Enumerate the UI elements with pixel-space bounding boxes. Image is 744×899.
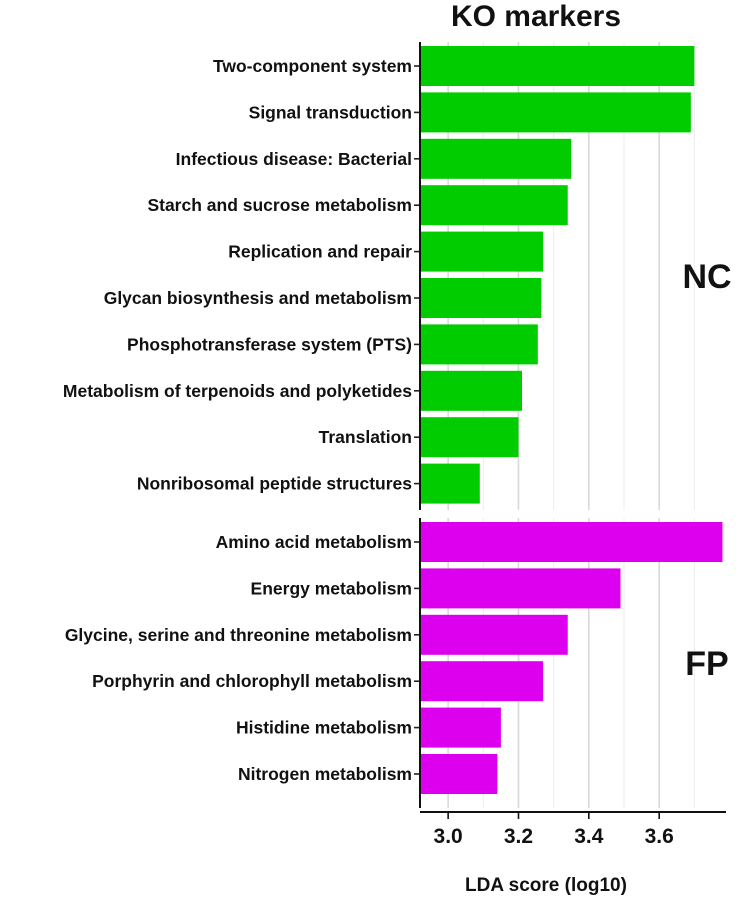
category-labels: Two-component system Signal transduction I… — [63, 56, 412, 784]
bar — [421, 754, 498, 794]
axes: 3.0 3.2 3.4 3.6 — [414, 42, 726, 848]
bar — [421, 324, 538, 365]
bar — [421, 370, 522, 411]
category-label: Two-component system — [213, 56, 412, 76]
group-labels: NC FP — [682, 258, 731, 683]
x-tick-label: 3.2 — [504, 825, 533, 848]
x-tick-label: 3.6 — [645, 825, 674, 848]
category-label: Glycine, serine and threonine metabolism — [65, 625, 412, 645]
bar — [421, 661, 544, 702]
x-tick-label: 3.4 — [574, 825, 604, 848]
category-label: Starch and sucrose metabolism — [147, 195, 412, 215]
bar — [421, 568, 621, 609]
category-label: Porphyrin and chlorophyll metabolism — [92, 671, 412, 691]
x-tick-label: 3.0 — [434, 825, 463, 848]
bar — [421, 522, 723, 562]
bar — [421, 614, 568, 655]
bar — [421, 138, 572, 179]
category-label: Translation — [319, 427, 412, 447]
category-label: Phosphotransferase system (PTS) — [127, 334, 412, 354]
category-label: Nitrogen metabolism — [238, 764, 412, 784]
bar — [421, 278, 542, 318]
bar — [421, 707, 501, 748]
bar — [421, 417, 519, 458]
chart-title: KO markers — [451, 0, 621, 33]
group-label: NC — [682, 258, 731, 296]
x-axis-label: LDA score (log10) — [465, 875, 627, 896]
category-label: Infectious disease: Bacterial — [176, 149, 412, 169]
bar — [421, 463, 480, 504]
bar — [421, 46, 695, 86]
bars — [421, 46, 723, 794]
category-label: Amino acid metabolism — [216, 532, 412, 552]
category-label: Glycan biosynthesis and metabolism — [104, 288, 412, 308]
category-label: Signal transduction — [249, 102, 412, 122]
category-label: Metabolism of terpenoids and polyketides — [63, 381, 412, 401]
category-label: Nonribosomal peptide structures — [137, 474, 412, 494]
category-label: Replication and repair — [228, 242, 412, 262]
group-label: FP — [685, 645, 728, 683]
bar — [421, 231, 544, 272]
bar — [421, 185, 568, 226]
category-label: Histidine metabolism — [236, 718, 412, 738]
category-label: Energy metabolism — [251, 578, 412, 598]
bar — [421, 92, 691, 133]
